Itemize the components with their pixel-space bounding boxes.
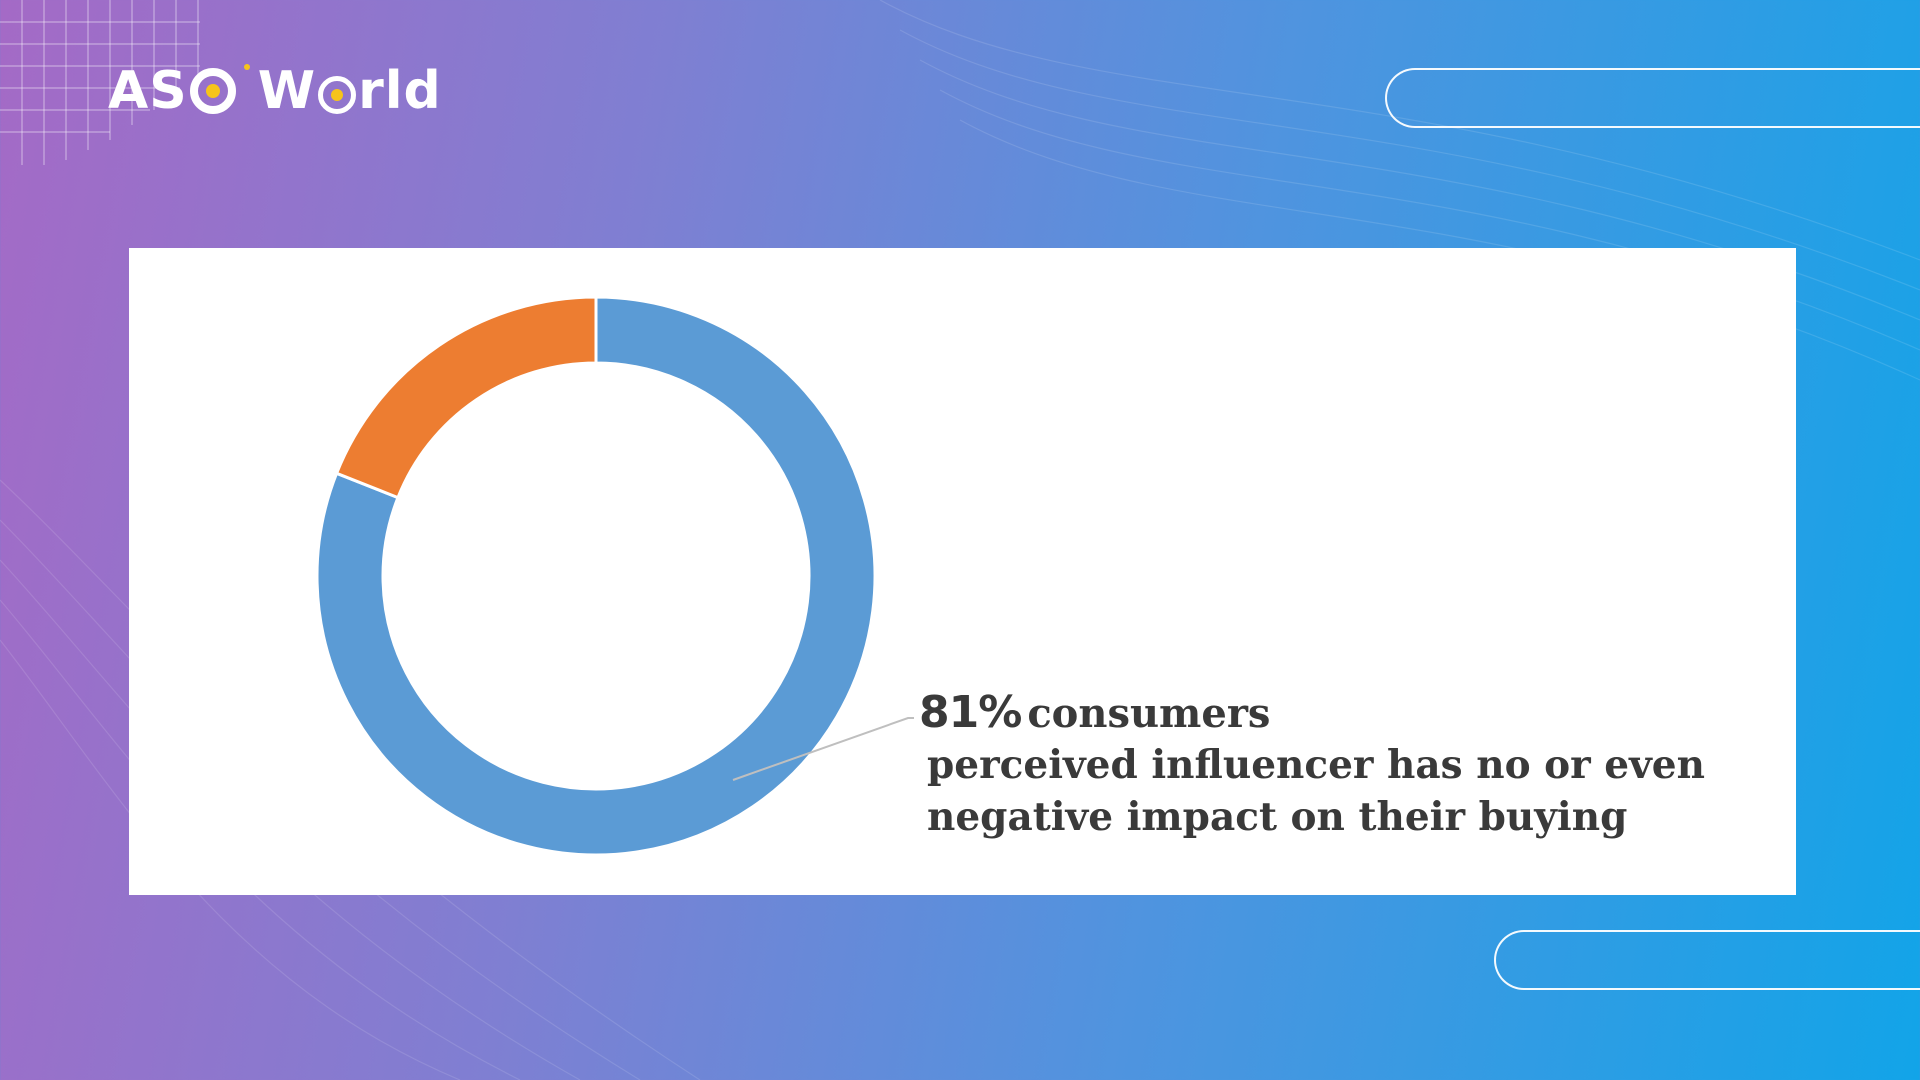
annotation-percent: 81% (919, 687, 1022, 738)
logo-dot-icon (243, 64, 250, 70)
decorative-pill-top (1385, 68, 1920, 128)
annotation-line1: consumers (1027, 690, 1271, 737)
donut-slice-0 (315, 295, 877, 857)
logo-text-rld: rld (358, 61, 442, 121)
annotation-line3: negative impact on their buying (927, 794, 1628, 840)
decorative-pill-bottom (1494, 930, 1920, 990)
logo-text-w: W (257, 61, 317, 121)
chart-annotation: 81% consumers perceived influencer has no… (919, 688, 1739, 843)
annotation-leader-line (732, 717, 914, 781)
annotation-line2: perceived influencer has no or even (927, 742, 1705, 788)
logo-text-as: AS (108, 61, 188, 121)
logo-o-icon (189, 68, 236, 114)
donut-slice-1 (334, 295, 598, 500)
chart-card: 81% consumers perceived influencer has no… (129, 248, 1796, 895)
logo-o2-icon (318, 76, 357, 114)
donut-chart (315, 295, 914, 857)
